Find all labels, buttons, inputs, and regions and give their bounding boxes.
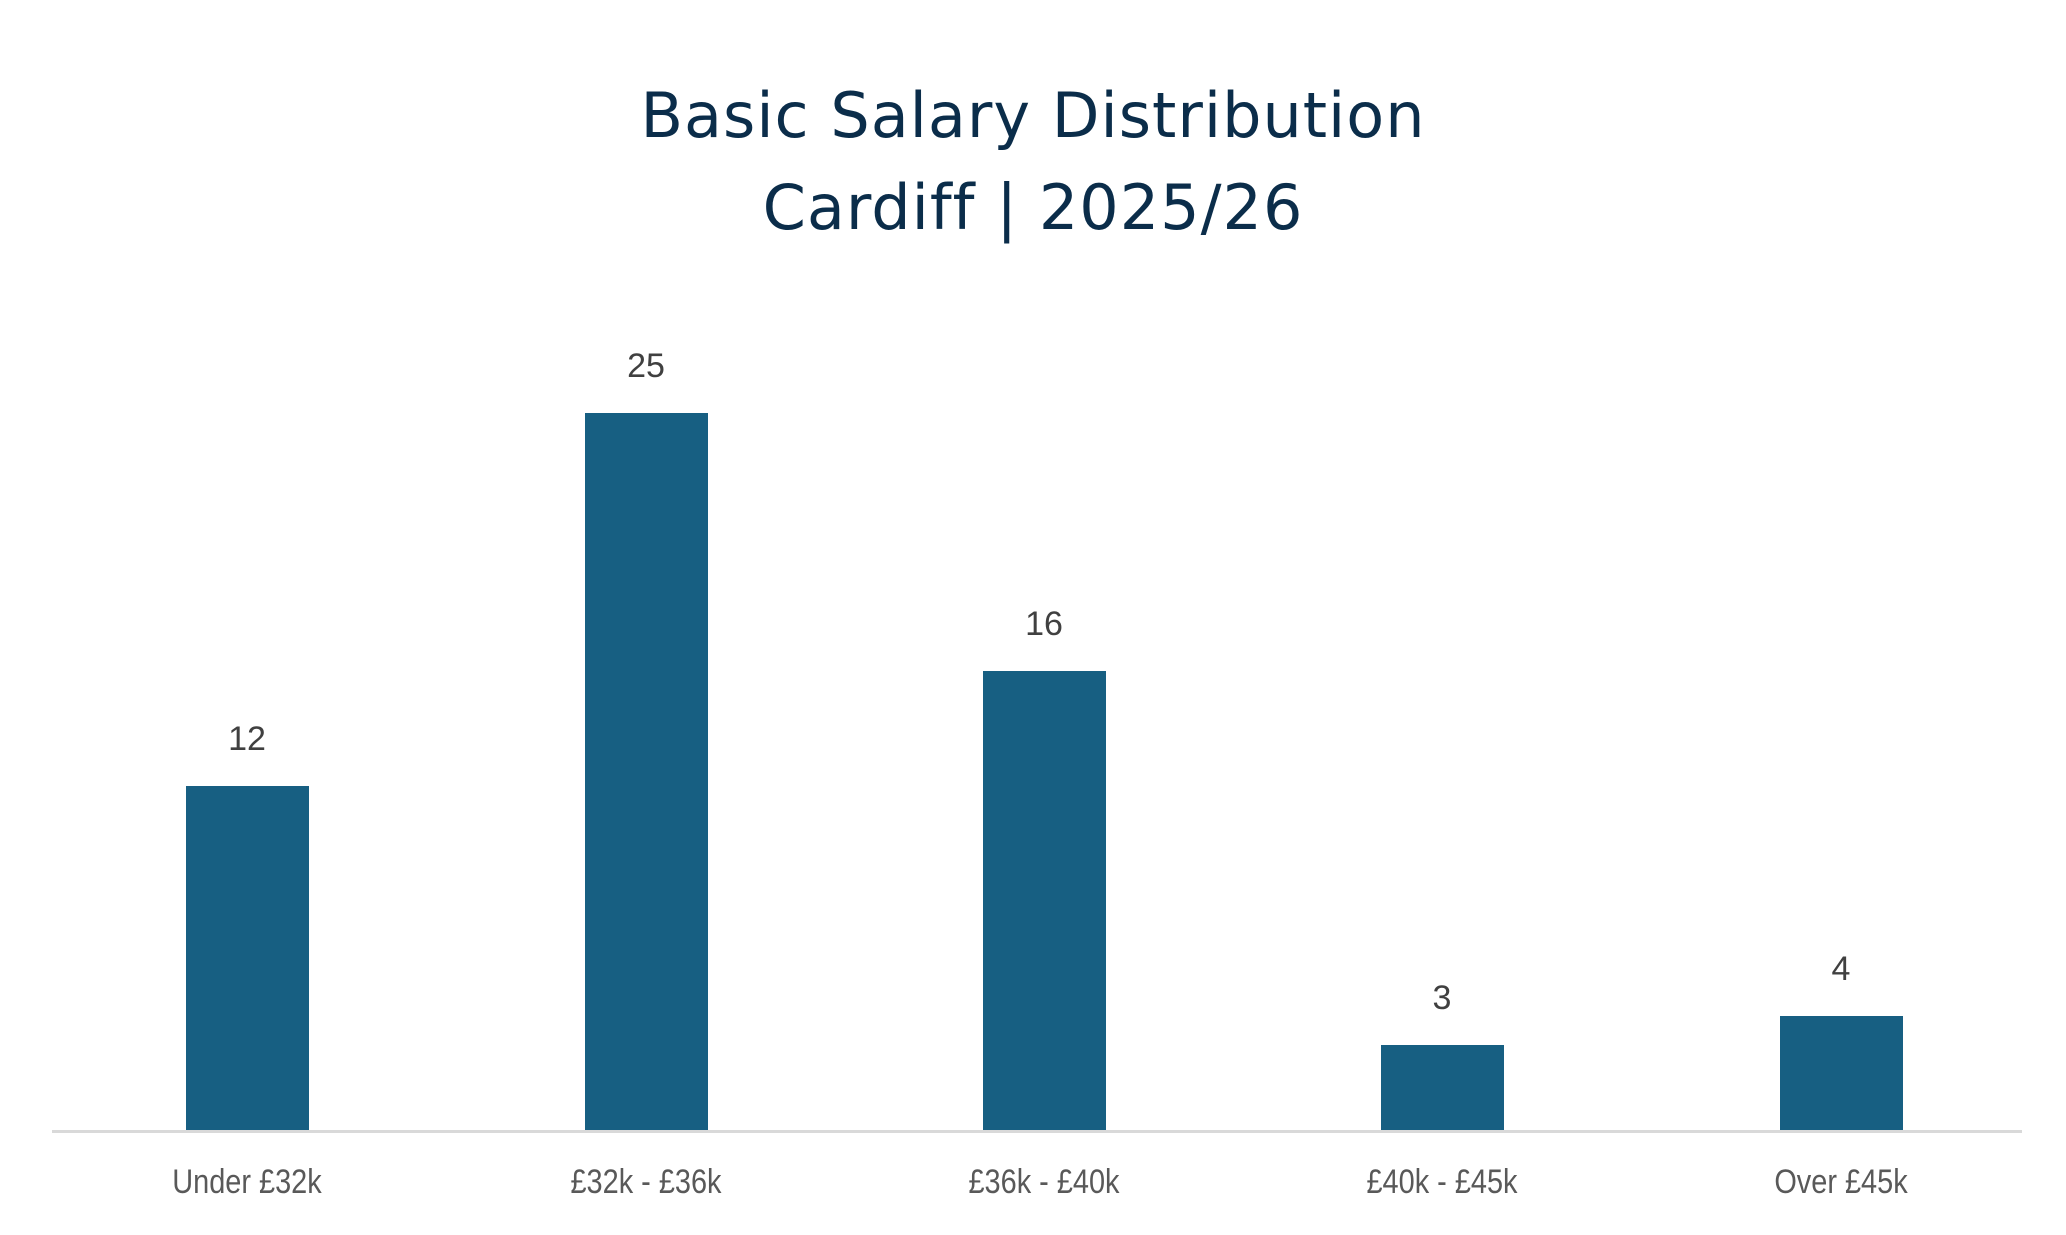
bar <box>186 786 309 1131</box>
data-label: 4 <box>1831 950 1851 988</box>
chart-title: Basic Salary Distribution Cardiff | 2025… <box>0 70 2066 254</box>
data-label: 25 <box>627 347 665 385</box>
bar <box>983 671 1106 1131</box>
bar <box>585 413 708 1131</box>
x-axis-tick-label: £36k - £40k <box>968 1163 1120 1201</box>
chart-title-line2: Cardiff | 2025/26 <box>762 171 1304 244</box>
bar <box>1780 1016 1903 1131</box>
data-label: 3 <box>1432 979 1452 1017</box>
data-label: 16 <box>1025 605 1063 643</box>
bar <box>1381 1045 1504 1131</box>
x-axis-line <box>52 1130 2022 1133</box>
x-axis-tick-label: Over £45k <box>1774 1163 1908 1201</box>
data-label: 12 <box>228 720 266 758</box>
chart-title-line1: Basic Salary Distribution <box>640 79 1426 152</box>
x-axis-tick-label: £32k - £36k <box>570 1163 722 1201</box>
x-axis-tick-label: £40k - £45k <box>1366 1163 1518 1201</box>
x-axis-tick-label: Under £32k <box>172 1163 322 1201</box>
